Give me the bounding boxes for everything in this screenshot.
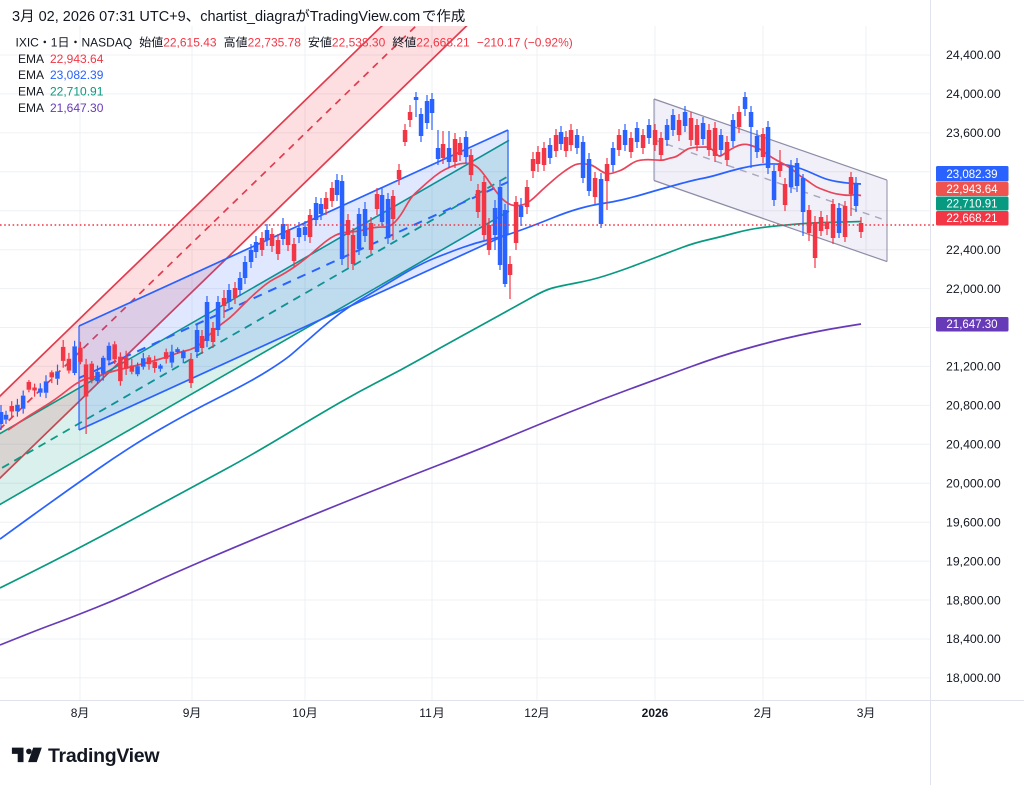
svg-text:22,943.64: 22,943.64 bbox=[50, 52, 104, 66]
svg-text:EMA: EMA bbox=[18, 85, 44, 99]
svg-text:21,647.30: 21,647.30 bbox=[50, 101, 104, 115]
svg-text:22,943.64: 22,943.64 bbox=[946, 184, 998, 196]
svg-text:22,710.91: 22,710.91 bbox=[946, 199, 997, 211]
svg-text:22,735.78: 22,735.78 bbox=[248, 36, 302, 50]
svg-text:2: 2 bbox=[754, 706, 761, 720]
svg-text:19,600.00: 19,600.00 bbox=[946, 515, 1001, 529]
svg-text:21,647.30: 21,647.30 bbox=[946, 319, 997, 331]
svg-text:1: 1 bbox=[51, 36, 58, 50]
svg-text:24,400.00: 24,400.00 bbox=[946, 48, 1001, 62]
svg-text:22,000.00: 22,000.00 bbox=[946, 282, 1001, 296]
svg-text:24,000.00: 24,000.00 bbox=[946, 87, 1001, 101]
svg-text:12: 12 bbox=[524, 706, 538, 720]
svg-text:22,615.43: 22,615.43 bbox=[163, 36, 217, 50]
svg-text:IXIC: IXIC bbox=[16, 36, 40, 50]
svg-text:2026: 2026 bbox=[642, 706, 669, 720]
svg-text:9: 9 bbox=[183, 706, 190, 720]
svg-text:EMA: EMA bbox=[18, 68, 44, 82]
svg-text:18,800.00: 18,800.00 bbox=[946, 593, 1001, 607]
svg-text:23,600.00: 23,600.00 bbox=[946, 126, 1001, 140]
svg-text:22,710.91: 22,710.91 bbox=[50, 85, 104, 99]
svg-text:TradingView: TradingView bbox=[48, 745, 160, 767]
svg-text:10: 10 bbox=[292, 706, 306, 720]
svg-text:02, 2026 07:31 UTC+9: 02, 2026 07:31 UTC+9 bbox=[39, 9, 186, 25]
svg-text:3: 3 bbox=[857, 706, 864, 720]
svg-text:TradingView.com: TradingView.com bbox=[310, 9, 420, 25]
svg-text:20,400.00: 20,400.00 bbox=[946, 438, 1001, 452]
svg-text:22,668.21: 22,668.21 bbox=[946, 213, 997, 225]
svg-text:NASDAQ: NASDAQ bbox=[82, 36, 133, 50]
svg-text:−210.17 (−0.92%): −210.17 (−0.92%) bbox=[477, 36, 573, 50]
svg-text:23,082.39: 23,082.39 bbox=[50, 68, 104, 82]
svg-text:21,200.00: 21,200.00 bbox=[946, 360, 1001, 374]
svg-text:EMA: EMA bbox=[18, 101, 44, 115]
svg-text:22,668.21: 22,668.21 bbox=[416, 36, 470, 50]
svg-text:23,082.39: 23,082.39 bbox=[946, 169, 997, 181]
svg-text:EMA: EMA bbox=[18, 52, 44, 66]
svg-text:18,000.00: 18,000.00 bbox=[946, 671, 1001, 685]
svg-text:22,538.30: 22,538.30 bbox=[332, 36, 386, 50]
svg-text:20,000.00: 20,000.00 bbox=[946, 477, 1001, 491]
svg-text:18,400.00: 18,400.00 bbox=[946, 632, 1001, 646]
svg-text:8: 8 bbox=[71, 706, 78, 720]
svg-text:22,400.00: 22,400.00 bbox=[946, 243, 1001, 257]
svg-text:19,200.00: 19,200.00 bbox=[946, 554, 1001, 568]
svg-text:chartist_diagra: chartist_diagra bbox=[200, 9, 296, 25]
svg-text:3: 3 bbox=[12, 9, 20, 25]
svg-text:20,800.00: 20,800.00 bbox=[946, 399, 1001, 413]
svg-text:11: 11 bbox=[419, 706, 432, 720]
